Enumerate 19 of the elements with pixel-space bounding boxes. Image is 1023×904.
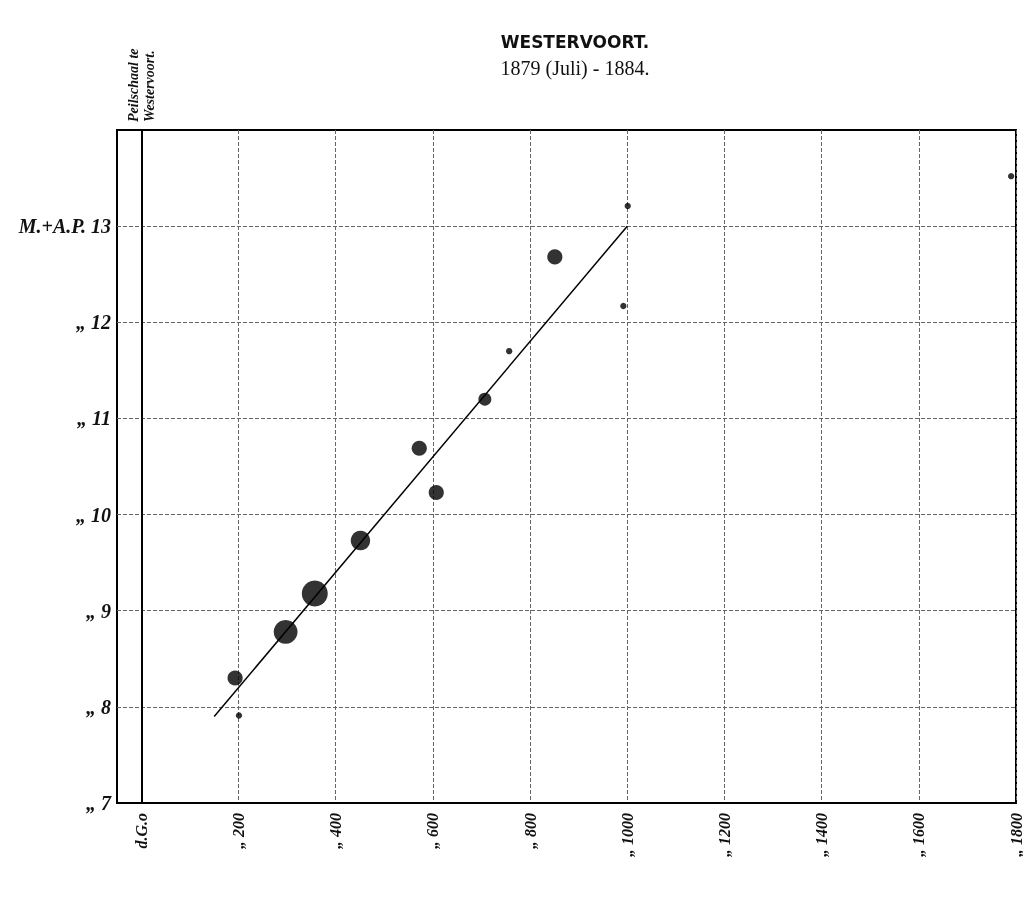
y-tick-label: „ 11 bbox=[77, 407, 111, 430]
x-tick-label: d.G.o bbox=[132, 813, 150, 849]
y-tick-label: „ 10 bbox=[76, 503, 111, 526]
y-tick-label: „ 9 bbox=[86, 599, 111, 622]
x-tick-label: „ 400 bbox=[327, 813, 345, 849]
x-tick-label: „ 1000 bbox=[618, 813, 636, 857]
chart-title: WESTERVOORT. bbox=[500, 31, 650, 52]
y-tick-label: „ 12 bbox=[76, 311, 111, 334]
x-tick-label: „ 1400 bbox=[813, 813, 831, 857]
x-tick-label: „ 1600 bbox=[910, 813, 928, 857]
y-axis-title: Peilschaal te Westervoort. bbox=[125, 48, 157, 122]
chart-subtitle: 1879 (Juli) - 1884. bbox=[500, 57, 650, 80]
x-tick-label: „ 600 bbox=[424, 813, 442, 849]
y-tick-label: M.+A.P. 13 bbox=[17, 215, 111, 238]
x-tick-label: „ 800 bbox=[521, 813, 539, 849]
x-tick-label: „ 200 bbox=[229, 813, 247, 849]
y-tick-label: „ 7 bbox=[86, 792, 112, 814]
x-tick-label: „ 1200 bbox=[715, 813, 733, 857]
y-tick-label: „ 8 bbox=[86, 695, 111, 718]
